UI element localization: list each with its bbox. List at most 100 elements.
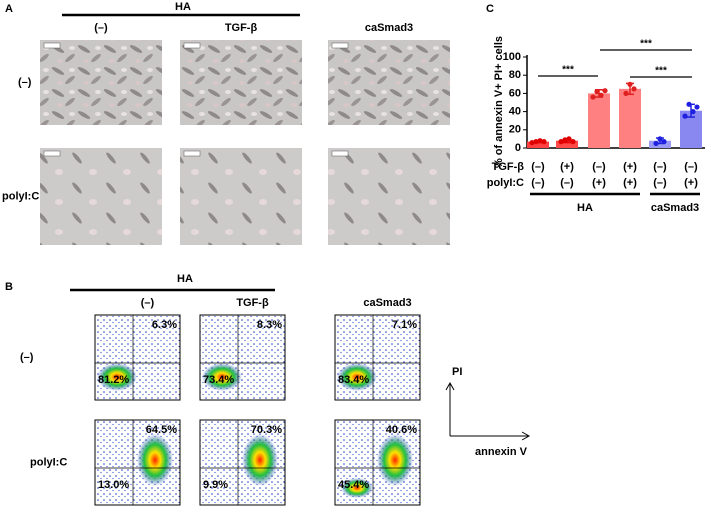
panel-label: C <box>486 3 494 15</box>
data-point <box>570 139 576 145</box>
bar <box>556 140 578 148</box>
row-label: polyI:C <box>2 190 39 202</box>
density-blob <box>137 434 173 486</box>
group-label: HA <box>177 273 193 285</box>
data-point <box>558 139 564 145</box>
data-point <box>537 138 543 144</box>
data-point <box>690 109 696 115</box>
panel-label: A <box>5 3 13 15</box>
scale-bar-box <box>331 42 349 49</box>
y-tick-label: 20 <box>509 124 521 136</box>
data-point <box>562 137 568 143</box>
row-label: (–) <box>18 76 32 88</box>
data-point <box>686 101 692 107</box>
bar <box>649 140 671 148</box>
micrograph <box>40 148 162 245</box>
row-label: polyI:C <box>30 456 67 468</box>
significance-label: *** <box>655 66 667 77</box>
data-point <box>661 139 667 145</box>
condition-value: (–) <box>560 177 574 189</box>
condition-value: (+) <box>592 177 606 189</box>
quadrant-percent: 70.3% <box>251 424 282 436</box>
condition-value: (–) <box>531 177 545 189</box>
arrow-head <box>521 431 531 441</box>
density-blob <box>202 363 242 391</box>
condition-value: (–) <box>653 177 667 189</box>
data-point <box>653 140 659 147</box>
condition-value: (+) <box>623 177 637 189</box>
data-point <box>533 139 539 145</box>
panel-a: A HA (–) TGF-β caSmad3 (–) polyI:C <box>2 1 450 245</box>
density-blob <box>341 478 373 498</box>
quadrant-percent: 64.5% <box>146 424 177 436</box>
row-label: (–) <box>20 351 34 363</box>
column-label: TGF-β <box>236 297 269 309</box>
bar <box>619 88 641 148</box>
y-tick-label: 60 <box>509 87 521 99</box>
scale-bar-box <box>183 150 201 157</box>
y-tick-label: 100 <box>503 51 521 63</box>
quadrant-percent: 6.3% <box>152 319 177 331</box>
quadrant-percent: 7.1% <box>392 319 417 331</box>
condition-value: (–) <box>531 161 545 173</box>
micrograph <box>40 40 162 125</box>
data-point <box>602 88 608 94</box>
scale-bar-box <box>43 150 61 157</box>
quadrant-percent: 81.2% <box>98 374 129 386</box>
data-point <box>541 139 547 145</box>
density-blob <box>377 434 413 486</box>
quadrant-percent: 9.9% <box>203 479 228 491</box>
column-label: caSmad3 <box>365 22 413 34</box>
y-tick-label: 0 <box>515 142 521 154</box>
group-label: caSmad3 <box>651 202 699 214</box>
data-point <box>682 113 688 119</box>
density-blob <box>337 363 377 391</box>
y-tick-label: 80 <box>509 69 521 81</box>
quadrant-percent: 83.4% <box>338 374 369 386</box>
bar <box>588 93 610 148</box>
data-point <box>657 136 663 142</box>
quadrant-percent: 45.4% <box>338 479 369 491</box>
quadrant-percent: 13.0% <box>98 479 129 491</box>
bar <box>680 110 702 148</box>
density-blob <box>97 363 137 391</box>
quadrant-percent: 8.3% <box>257 319 282 331</box>
arrow-head <box>445 381 455 391</box>
condition-value: (+) <box>684 177 698 189</box>
data-point <box>590 94 596 100</box>
data-point <box>694 104 700 110</box>
micrograph <box>180 148 302 245</box>
group-label: HA <box>175 1 191 13</box>
scale-bar-box <box>331 150 349 157</box>
data-point <box>631 86 637 92</box>
data-point <box>627 81 633 87</box>
panel-label: B <box>5 281 13 293</box>
column-label: (–) <box>141 297 155 309</box>
significance-label: *** <box>562 65 574 76</box>
scale-bar-box <box>183 42 201 49</box>
condition-name: polyI:C <box>487 177 524 189</box>
axis-y-label: PI <box>452 366 462 378</box>
data-point <box>594 88 600 95</box>
bar <box>527 141 549 148</box>
data-point <box>623 90 629 96</box>
micrograph <box>328 148 450 245</box>
column-label: TGF-β <box>225 22 258 34</box>
condition-value: (–) <box>653 161 667 173</box>
data-point <box>529 139 535 146</box>
data-point <box>598 92 604 98</box>
quadrant-percent: 73.4% <box>203 374 234 386</box>
condition-value: (–) <box>684 161 698 173</box>
axis-x-label: annexin V <box>475 446 528 458</box>
column-label: caSmad3 <box>363 297 411 309</box>
panel-b: B HA PI annexin V (–) TGF-β caSmad3 (–) poly… <box>5 273 531 506</box>
group-label: HA <box>577 202 593 214</box>
density-blob <box>242 434 278 486</box>
micrograph <box>180 40 302 125</box>
panel-c: C % of annexin V+ PI+ cells 0 20 40 60 80 100… <box>486 3 705 214</box>
y-axis-label: % of annexin V+ PI+ cells <box>493 36 505 168</box>
condition-value: (–) <box>592 161 606 173</box>
scale-bar-box <box>43 42 61 49</box>
y-tick-label: 40 <box>509 106 521 118</box>
